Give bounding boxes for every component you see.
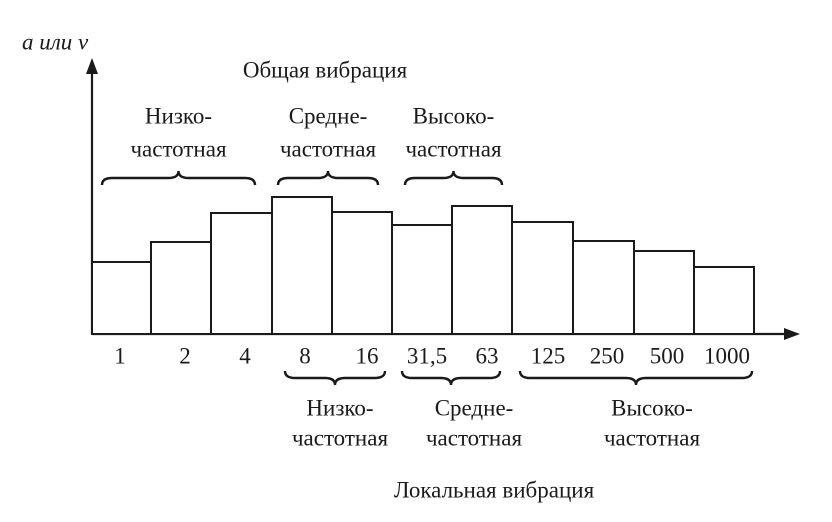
- band-label: 4: [239, 343, 251, 368]
- band-bar: [91, 261, 152, 335]
- band-label: 250: [590, 343, 625, 368]
- general-title: Общая вибрация: [243, 57, 408, 82]
- group-label: Средне-: [289, 103, 368, 128]
- group-label: частотная: [292, 425, 388, 450]
- band-bar: [271, 196, 333, 335]
- band-bar: [210, 212, 273, 335]
- brace: [100, 170, 257, 186]
- brace: [400, 370, 502, 386]
- brace: [403, 170, 504, 186]
- group-label: Высоко-: [413, 103, 495, 128]
- band-bar: [693, 266, 755, 335]
- band-label: 16: [356, 343, 379, 368]
- band-label: 500: [650, 343, 685, 368]
- band-label: 31,5: [407, 343, 447, 368]
- y-arrow: [86, 58, 98, 74]
- band-bar: [451, 205, 513, 335]
- group-label: частотная: [280, 136, 376, 161]
- band-label: 125: [531, 343, 566, 368]
- group-label: Высоко-: [611, 395, 693, 420]
- brace: [518, 370, 754, 386]
- local-title: Локальная вибрация: [394, 477, 595, 502]
- group-label: частотная: [130, 136, 226, 161]
- group-label: Низко-: [306, 395, 373, 420]
- band-label: 8: [299, 343, 311, 368]
- x-arrow: [784, 328, 800, 340]
- group-label: частотная: [604, 425, 700, 450]
- group-label: частотная: [426, 425, 522, 450]
- band-label: 1000: [704, 343, 750, 368]
- band-label: 1: [114, 343, 126, 368]
- band-bar: [331, 211, 393, 335]
- group-label: Низко-: [145, 103, 212, 128]
- band-bar: [572, 240, 635, 335]
- band-label: 2: [179, 343, 191, 368]
- band-bar: [391, 224, 453, 335]
- group-label: частотная: [405, 136, 501, 161]
- band-bar: [150, 241, 212, 335]
- band-label: 63: [476, 343, 499, 368]
- brace: [276, 170, 380, 186]
- group-label: Средне-: [435, 395, 514, 420]
- brace: [283, 370, 387, 386]
- axis-label: a или v: [22, 29, 89, 54]
- band-bar: [511, 221, 574, 335]
- band-bar: [633, 250, 695, 335]
